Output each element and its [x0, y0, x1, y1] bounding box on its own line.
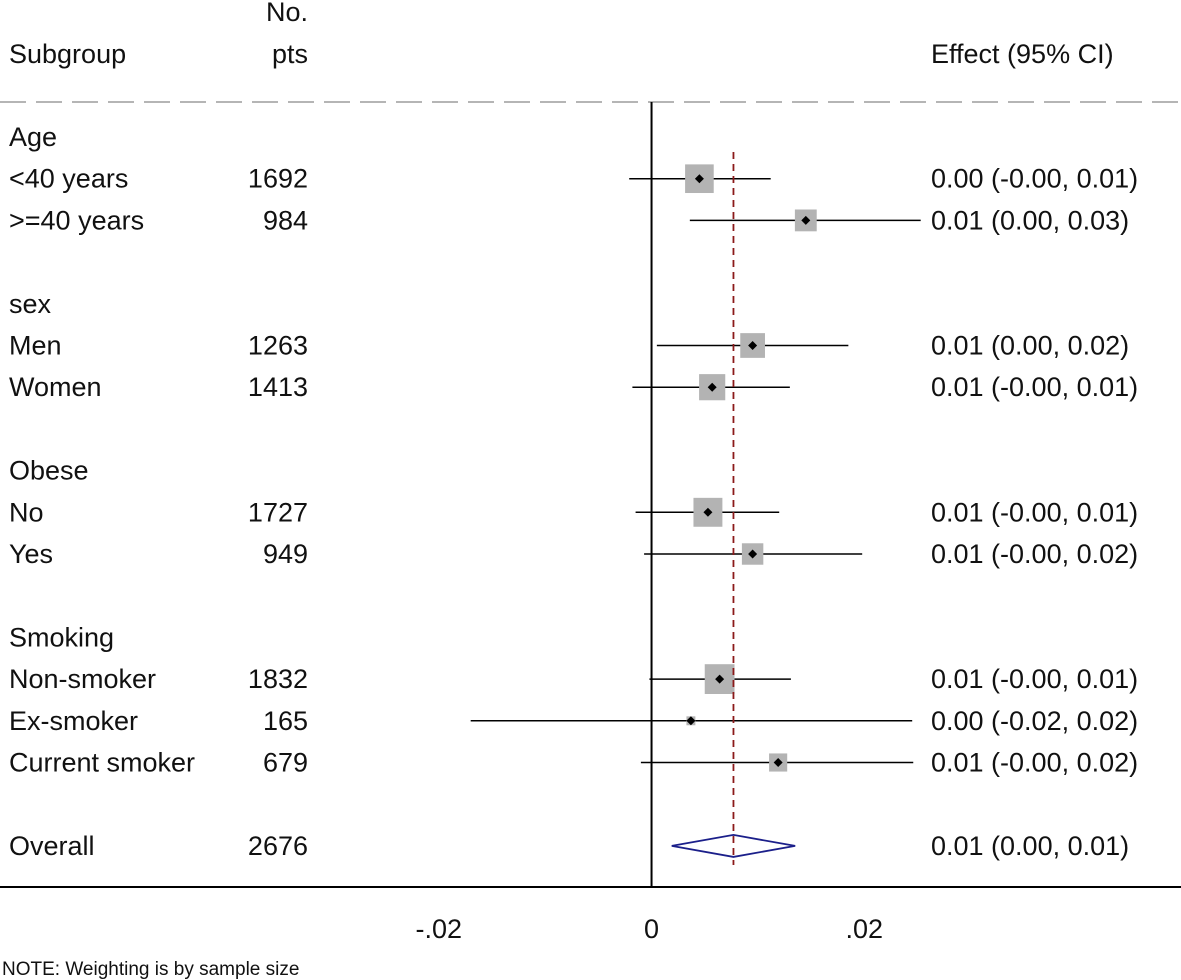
row-npts: 984	[263, 205, 308, 235]
point-estimate	[694, 174, 704, 184]
row-label: Women	[9, 372, 102, 402]
footnote: NOTE: Weighting is by sample size	[2, 959, 299, 980]
group-heading: Smoking	[9, 622, 114, 652]
row-label: <40 years	[9, 164, 128, 194]
point-estimate	[773, 758, 783, 767]
point-estimate	[748, 341, 758, 350]
point-estimate	[707, 382, 717, 392]
row-label: Non-smoker	[9, 664, 156, 694]
row-label: Current smoker	[9, 748, 195, 778]
row-effect-text: 0.01 (-0.00, 0.01)	[931, 372, 1138, 402]
point-estimate	[715, 674, 725, 684]
row-effect-text: 0.01 (-0.00, 0.02)	[931, 539, 1138, 569]
row-npts: 679	[263, 748, 308, 778]
row-npts: 1727	[248, 497, 308, 527]
header-npts-line1: No.	[266, 0, 308, 27]
overall-effect-text: 0.01 (0.00, 0.01)	[931, 831, 1129, 861]
overall-label: Overall	[9, 831, 95, 861]
group-heading: Obese	[9, 456, 89, 486]
row-effect-text: 0.01 (0.00, 0.02)	[931, 331, 1129, 361]
x-tick-label: .02	[846, 914, 884, 944]
row-label: Yes	[9, 539, 53, 569]
row-effect-text: 0.00 (-0.02, 0.02)	[931, 706, 1138, 736]
row-label: >=40 years	[9, 205, 144, 235]
row-npts: 1832	[248, 664, 308, 694]
row-effect-text: 0.00 (-0.00, 0.01)	[931, 164, 1138, 194]
overall-npts: 2676	[248, 831, 308, 861]
row-npts: 1413	[248, 372, 308, 402]
point-estimate	[801, 215, 811, 225]
row-label: Ex-smoker	[9, 706, 138, 736]
x-tick-label: -.02	[416, 914, 463, 944]
group-heading: sex	[9, 289, 52, 319]
row-label: No	[9, 497, 44, 527]
row-label: Men	[9, 331, 62, 361]
x-tick-label: 0	[644, 914, 659, 944]
row-npts: 1263	[248, 331, 308, 361]
point-estimate	[686, 716, 696, 726]
row-npts: 1692	[248, 164, 308, 194]
row-npts: 165	[263, 706, 308, 736]
header-subgroup: Subgroup	[9, 39, 126, 69]
row-npts: 949	[263, 539, 308, 569]
overall-diamond	[671, 833, 796, 858]
row-effect-text: 0.01 (-0.00, 0.01)	[931, 497, 1138, 527]
group-heading: Age	[9, 122, 57, 152]
row-effect-text: 0.01 (-0.00, 0.02)	[931, 748, 1138, 778]
header-effect: Effect (95% CI)	[931, 39, 1114, 69]
header-npts-line2: pts	[272, 39, 308, 69]
row-effect-text: 0.01 (-0.00, 0.01)	[931, 664, 1138, 694]
point-estimate	[748, 549, 758, 559]
row-effect-text: 0.01 (0.00, 0.03)	[931, 205, 1129, 235]
point-estimate	[703, 507, 713, 517]
